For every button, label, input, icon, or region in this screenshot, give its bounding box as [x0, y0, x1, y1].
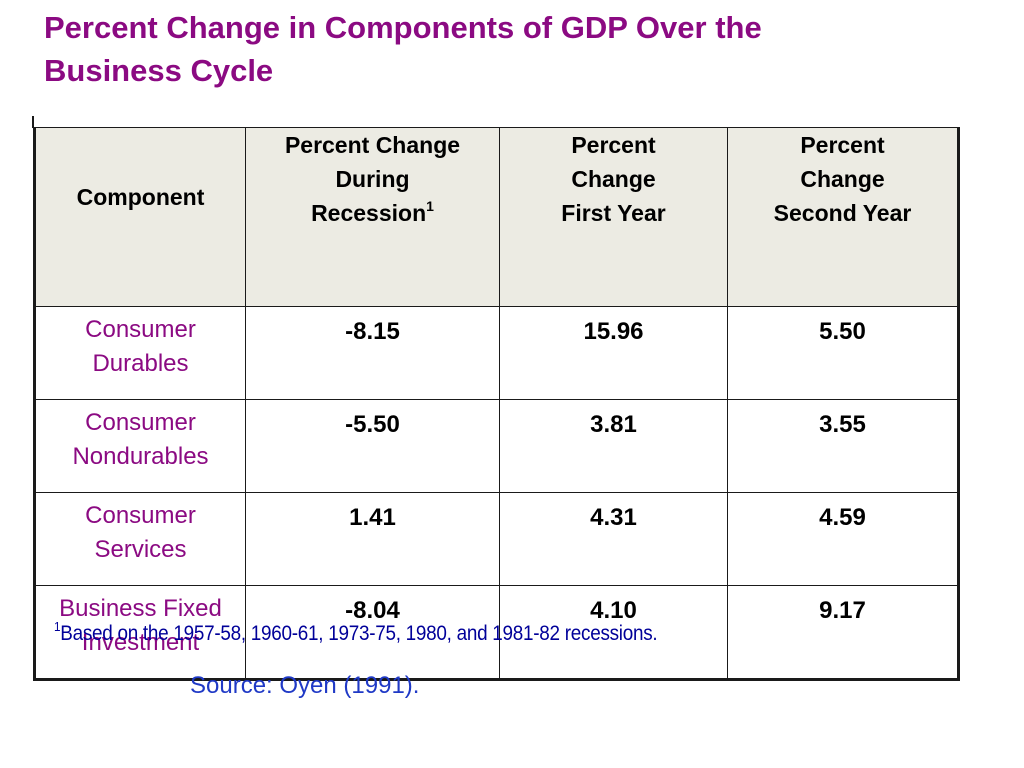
header-recession-line1: Percent Change	[284, 132, 461, 158]
header-recession-line3-wrap: Recession1	[246, 196, 499, 230]
header-recession-line3: Recession	[311, 200, 427, 226]
first-year-value: 4.31	[499, 492, 728, 586]
second-year-value: 4.59	[727, 492, 959, 586]
header-recession-footnote-mark: 1	[426, 198, 434, 214]
table-row: Consumer Durables -8.15 15.96 5.50	[34, 306, 959, 400]
first-year-value: 15.96	[499, 306, 728, 400]
header-first-year-line1: Percent	[571, 132, 656, 158]
table-corner-mark	[32, 116, 34, 128]
second-year-value: 3.55	[727, 399, 959, 493]
component-line1: Business Fixed	[59, 595, 222, 622]
header-second-year-line2: Change	[800, 166, 885, 192]
footnote: 1Based on the 1957-58, 1960-61, 1973-75,…	[54, 619, 658, 646]
component-line1: Consumer	[85, 409, 196, 436]
component-line2: Nondurables	[72, 443, 209, 470]
table-row: Consumer Services 1.41 4.31 4.59	[34, 492, 959, 586]
header-component-label: Component	[76, 184, 205, 210]
component-cell: Consumer Services	[34, 492, 246, 586]
component-line2: Services	[94, 536, 187, 563]
header-first-year: Percent Change First Year	[499, 127, 728, 307]
first-year-value: 4.10	[499, 585, 728, 680]
table-header: Component Percent Change During Recessio…	[34, 127, 959, 307]
footnote-text: Based on the 1957-58, 1960-61, 1973-75, …	[60, 622, 658, 645]
recession-value: -8.04	[245, 585, 500, 680]
header-recession: Percent Change During Recession1	[245, 127, 500, 307]
table-row: Consumer Nondurables -5.50 3.81 3.55	[34, 399, 959, 493]
second-year-value: 9.17	[727, 585, 959, 680]
header-first-year-line2: Change	[571, 166, 656, 192]
source-citation: Source: Oyen (1991).	[190, 672, 420, 699]
header-row: Component Percent Change During Recessio…	[34, 127, 959, 307]
header-second-year-line1: Percent	[800, 132, 885, 158]
recession-value: -5.50	[245, 399, 500, 493]
title-line-2: Business Cycle	[44, 53, 274, 88]
slide-title: Percent Change in Components of GDP Over…	[44, 6, 984, 92]
header-component: Component	[34, 127, 246, 307]
component-cell: Business Fixed Investment	[34, 585, 246, 680]
header-second-year-line3: Second Year	[773, 200, 912, 226]
gdp-components-table: Component Percent Change During Recessio…	[33, 127, 960, 681]
component-cell: Consumer Durables	[34, 306, 246, 400]
header-recession-line2: During	[335, 166, 410, 192]
header-second-year: Percent Change Second Year	[727, 127, 959, 307]
second-year-value: 5.50	[727, 306, 959, 400]
footnote-mark: 1	[54, 619, 61, 634]
header-first-year-line3: First Year	[561, 200, 666, 226]
component-cell: Consumer Nondurables	[34, 399, 246, 493]
table-row: Business Fixed Investment -8.04 4.10 9.1…	[34, 585, 959, 680]
table-body: Consumer Durables -8.15 15.96 5.50 Consu…	[34, 306, 959, 680]
component-line1: Consumer	[85, 316, 196, 343]
recession-value: 1.41	[245, 492, 500, 586]
component-line2: Durables	[92, 350, 189, 377]
recession-value: -8.15	[245, 306, 500, 400]
component-line2: Investment	[81, 629, 200, 656]
first-year-value: 3.81	[499, 399, 728, 493]
component-line1: Consumer	[85, 502, 196, 529]
title-line-1: Percent Change in Components of GDP Over…	[44, 10, 762, 45]
